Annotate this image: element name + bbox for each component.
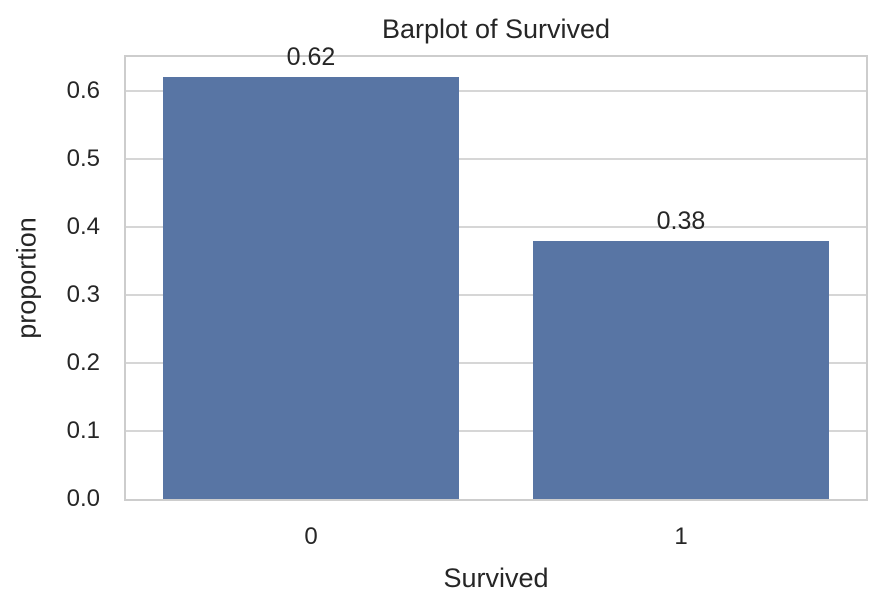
gridline bbox=[126, 362, 866, 364]
gridline bbox=[126, 226, 866, 228]
gridline bbox=[126, 294, 866, 296]
gridline bbox=[126, 90, 866, 92]
x-tick-label: 0 bbox=[304, 523, 318, 550]
y-tick-label: 0.3 bbox=[66, 281, 100, 308]
y-tick-label: 0.2 bbox=[66, 349, 100, 376]
bar bbox=[163, 77, 459, 499]
y-tick-label: 0.4 bbox=[66, 213, 100, 240]
x-tick-label: 1 bbox=[674, 523, 688, 550]
gridline bbox=[126, 430, 866, 432]
y-tick-label: 0.5 bbox=[66, 145, 100, 172]
gridline bbox=[126, 158, 866, 160]
y-tick-label: 0.1 bbox=[66, 417, 100, 444]
bar-value-label: 0.38 bbox=[656, 207, 706, 235]
chart-title: Barplot of Survived bbox=[381, 14, 611, 44]
bar-value-label: 0.62 bbox=[286, 43, 336, 71]
y-tick-label: 0.0 bbox=[66, 485, 100, 512]
plot-area: 0.62 0.38 bbox=[124, 43, 868, 501]
bar bbox=[533, 241, 829, 499]
x-axis-label: Survived bbox=[443, 563, 549, 593]
y-tick-label: 0.6 bbox=[66, 77, 100, 104]
